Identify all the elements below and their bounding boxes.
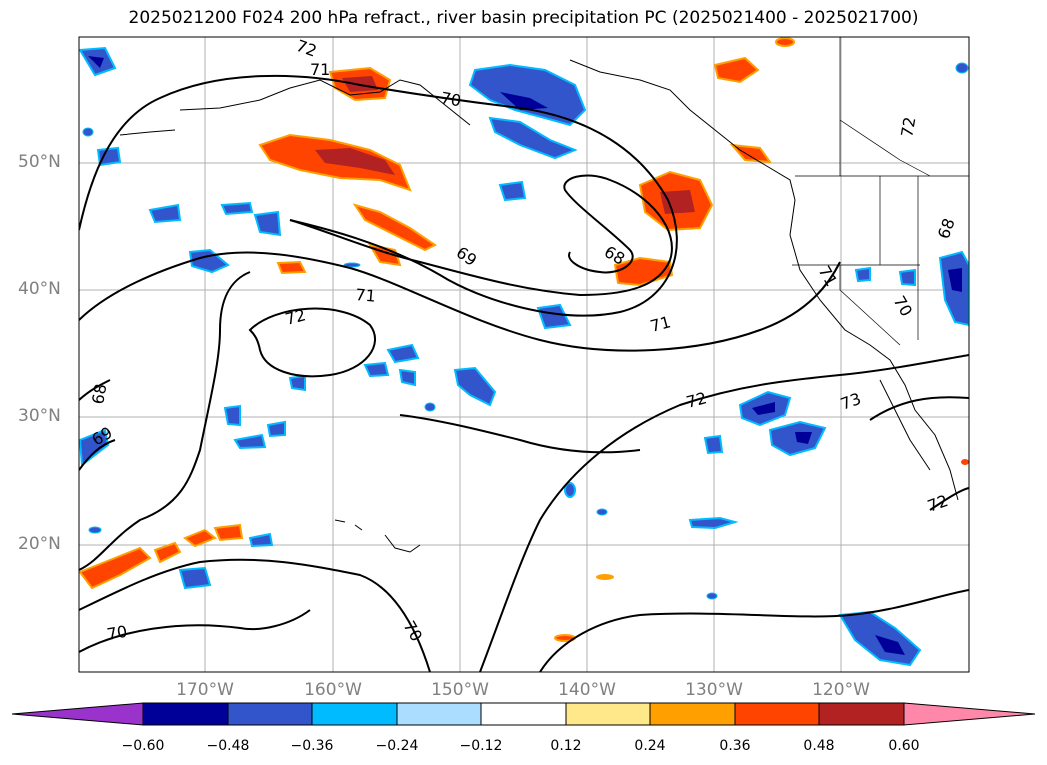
precip-negative-area <box>266 420 286 438</box>
precip-negative-area <box>96 146 122 167</box>
lat-label: 30°N <box>18 406 61 426</box>
precip-negative-area <box>248 532 274 548</box>
precip-positive-core <box>660 190 695 214</box>
lat-label: 50°N <box>18 152 61 172</box>
precip-negative-area <box>220 201 254 216</box>
contour-label: 71 <box>648 312 673 336</box>
lon-label: 170°W <box>176 680 234 700</box>
colorbar-tick: 0.12 <box>550 738 582 754</box>
contour-label: 68 <box>88 382 110 405</box>
colorbar-tick: −0.48 <box>206 738 250 754</box>
colorbar-segment <box>142 702 229 726</box>
precip-negative-area <box>148 203 182 224</box>
contour-label: 71 <box>310 60 330 79</box>
colorbar-segment <box>480 702 567 726</box>
precip-negative-area <box>188 248 230 274</box>
contour-label: 68 <box>934 216 959 242</box>
lat-label: 40°N <box>18 279 61 299</box>
lat-label: 20°N <box>18 534 61 554</box>
precip-shading <box>79 37 969 667</box>
precip-positive-area <box>153 541 182 564</box>
lon-label: 160°W <box>304 680 362 700</box>
refractivity-contours <box>79 74 969 672</box>
contour-label: 72 <box>283 305 308 329</box>
precip-positive-area <box>729 143 773 164</box>
precip-negative-area <box>688 516 739 530</box>
precip-negative-core <box>795 432 812 444</box>
precip-negative-core <box>500 92 548 110</box>
colorbar-segment <box>396 702 482 726</box>
precip-negative-area <box>468 63 587 127</box>
precip-negative-area <box>398 368 416 387</box>
precip-negative-area <box>233 433 267 450</box>
contour-label: 70 <box>400 618 427 645</box>
contour-label: 70 <box>439 88 462 110</box>
precip-negative-area <box>223 404 241 427</box>
precip-negative-area <box>288 374 306 392</box>
precip-positive-area <box>713 56 760 84</box>
colorbar-tick: 0.36 <box>719 738 751 754</box>
contour-label: 72 <box>684 388 709 412</box>
contour-label: 69 <box>453 243 481 270</box>
contour-label: 73 <box>838 389 864 414</box>
colorbar-segment <box>227 702 313 726</box>
state-borders <box>792 37 969 346</box>
contour-label: 70 <box>105 622 128 644</box>
precip-negative-area <box>253 210 282 237</box>
colorbar-tick: −0.12 <box>459 738 503 754</box>
lon-label: 130°W <box>685 680 743 700</box>
colorbar-segment <box>311 702 398 726</box>
colorbar-tick: 0.48 <box>803 738 835 754</box>
precip-negative-core <box>948 268 962 292</box>
colorbar-segment <box>734 702 820 726</box>
contour-label: 72 <box>294 36 320 61</box>
colorbar-tick: −0.60 <box>121 738 165 754</box>
colorbar-segment <box>818 702 905 726</box>
colorbar <box>11 702 1036 726</box>
contour-label: 71 <box>355 285 377 306</box>
precip-negative-area <box>453 366 497 407</box>
precip-negative-area <box>488 116 578 160</box>
precip-negative-area <box>79 428 110 467</box>
precip-positive-area <box>213 523 244 542</box>
coastlines <box>119 59 959 553</box>
precip-negative-area <box>386 343 420 364</box>
lon-label: 140°W <box>558 680 616 700</box>
contour-label: 72 <box>897 115 919 138</box>
precip-negative-area <box>703 434 724 455</box>
colorbar-tick: −0.24 <box>375 738 419 754</box>
colorbar-low-extension <box>11 702 144 726</box>
colorbar-segment <box>649 702 736 726</box>
precip-positive-area <box>276 260 307 275</box>
precip-negative-core <box>752 402 775 415</box>
precip-positive-area <box>183 528 217 548</box>
precip-positive-core <box>315 148 395 175</box>
precip-negative-area <box>898 268 916 287</box>
precip-positive-area <box>79 546 152 590</box>
precip-negative-core <box>88 56 104 68</box>
colorbar-tick: 0.24 <box>634 738 666 754</box>
contour-label: 70 <box>890 293 917 320</box>
precip-negative-area <box>498 180 527 202</box>
contour-label: 72 <box>925 491 951 516</box>
precip-negative-area <box>363 361 390 378</box>
colorbar-tick: −0.36 <box>290 738 334 754</box>
precip-negative-area <box>854 266 871 283</box>
map-title: 2025021200 F024 200 hPa refract., river … <box>128 8 919 28</box>
colorbar-tick: 0.60 <box>888 738 920 754</box>
colorbar-segment <box>565 702 651 726</box>
precip-negative-core <box>875 635 905 655</box>
map-frame <box>78 36 970 673</box>
precip-negative-area <box>536 303 572 330</box>
precip-positive-area <box>352 203 437 252</box>
lon-label: 150°W <box>431 680 489 700</box>
precip-negative-area <box>178 566 212 590</box>
colorbar-high-extension <box>903 702 1036 726</box>
lon-label: 120°W <box>812 680 870 700</box>
